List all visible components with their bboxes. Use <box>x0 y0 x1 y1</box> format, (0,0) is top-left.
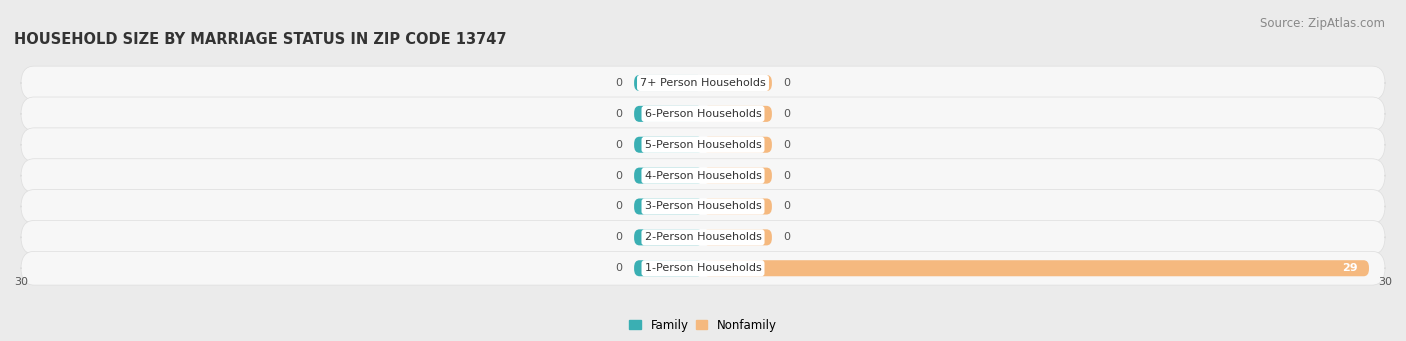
Legend: Family, Nonfamily: Family, Nonfamily <box>627 316 779 334</box>
FancyBboxPatch shape <box>21 190 1385 223</box>
Text: 1-Person Households: 1-Person Households <box>644 263 762 273</box>
Text: Source: ZipAtlas.com: Source: ZipAtlas.com <box>1260 17 1385 30</box>
Text: 2-Person Households: 2-Person Households <box>644 232 762 242</box>
FancyBboxPatch shape <box>703 106 772 122</box>
Text: 30: 30 <box>1378 277 1392 287</box>
Text: 0: 0 <box>616 78 623 88</box>
Text: 0: 0 <box>783 202 790 211</box>
FancyBboxPatch shape <box>634 229 703 246</box>
Text: 0: 0 <box>783 170 790 181</box>
FancyBboxPatch shape <box>634 198 703 214</box>
FancyBboxPatch shape <box>21 221 1385 254</box>
FancyBboxPatch shape <box>703 198 772 214</box>
FancyBboxPatch shape <box>21 159 1385 192</box>
Text: 0: 0 <box>616 109 623 119</box>
FancyBboxPatch shape <box>21 251 1385 285</box>
Text: 0: 0 <box>783 232 790 242</box>
Text: 29: 29 <box>1341 263 1358 273</box>
FancyBboxPatch shape <box>634 75 703 91</box>
Text: 0: 0 <box>616 232 623 242</box>
Text: 3-Person Households: 3-Person Households <box>644 202 762 211</box>
Text: 0: 0 <box>616 140 623 150</box>
FancyBboxPatch shape <box>703 229 772 246</box>
Text: 0: 0 <box>616 170 623 181</box>
Text: 0: 0 <box>783 78 790 88</box>
FancyBboxPatch shape <box>21 66 1385 100</box>
FancyBboxPatch shape <box>634 137 703 153</box>
Text: 0: 0 <box>783 140 790 150</box>
Text: 0: 0 <box>783 109 790 119</box>
FancyBboxPatch shape <box>703 167 772 184</box>
Text: 0: 0 <box>616 202 623 211</box>
Text: 0: 0 <box>616 263 623 273</box>
Text: 30: 30 <box>14 277 28 287</box>
Text: HOUSEHOLD SIZE BY MARRIAGE STATUS IN ZIP CODE 13747: HOUSEHOLD SIZE BY MARRIAGE STATUS IN ZIP… <box>14 32 506 47</box>
FancyBboxPatch shape <box>703 137 772 153</box>
FancyBboxPatch shape <box>21 128 1385 162</box>
Text: 7+ Person Households: 7+ Person Households <box>640 78 766 88</box>
FancyBboxPatch shape <box>634 106 703 122</box>
FancyBboxPatch shape <box>703 75 772 91</box>
FancyBboxPatch shape <box>703 260 1369 276</box>
FancyBboxPatch shape <box>634 260 703 276</box>
Text: 6-Person Households: 6-Person Households <box>644 109 762 119</box>
Text: 5-Person Households: 5-Person Households <box>644 140 762 150</box>
Text: 4-Person Households: 4-Person Households <box>644 170 762 181</box>
FancyBboxPatch shape <box>634 167 703 184</box>
FancyBboxPatch shape <box>21 97 1385 131</box>
